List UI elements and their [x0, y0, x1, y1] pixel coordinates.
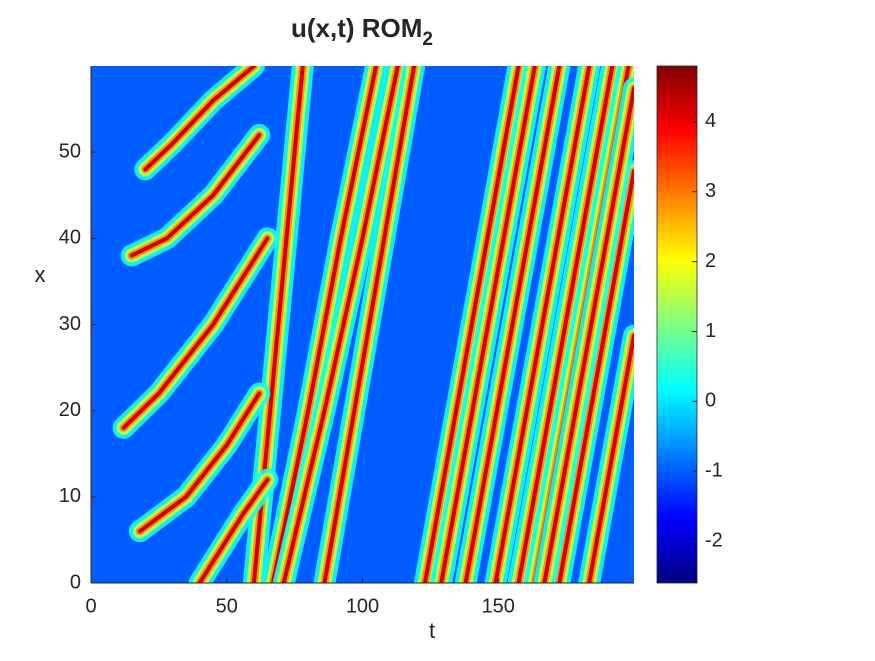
colorbar-tick-label: 3 — [705, 180, 716, 202]
title-main: u(x,t) ROM — [291, 13, 422, 43]
wave-crest — [137, 391, 262, 534]
colorbar-tick-label: -2 — [705, 529, 723, 551]
wave-crest — [270, 66, 379, 583]
title-subscript: 2 — [422, 29, 433, 50]
wave-crest — [143, 66, 256, 172]
wave-crest — [197, 477, 270, 583]
wave-crest — [557, 169, 634, 583]
x-tick-label: 100 — [346, 595, 379, 617]
wave-crest — [422, 66, 521, 583]
x-axis-label: t — [429, 618, 435, 643]
colorbar-tick-label: 4 — [705, 110, 716, 132]
wave-crest — [281, 66, 400, 583]
colorbar-tick-label: 1 — [705, 320, 716, 342]
chart-title: u(x,t) ROM2 — [291, 13, 433, 50]
x-tick-label: 0 — [85, 595, 96, 617]
wave-crest — [542, 86, 634, 583]
x-tick-label: 150 — [482, 595, 515, 617]
wave-crest — [129, 132, 262, 258]
colorbar-tick-label: 0 — [705, 390, 716, 412]
heatmap — [91, 66, 634, 583]
x-tick-label: 50 — [216, 595, 238, 617]
wave-crest — [516, 66, 615, 583]
colorbar-tick-label: -1 — [705, 459, 723, 481]
y-tick-label: 50 — [59, 140, 81, 162]
wave-crest — [322, 66, 417, 583]
wave-crest — [587, 333, 634, 583]
y-tick-label: 20 — [59, 399, 81, 421]
wave-crest — [121, 236, 270, 430]
y-tick-label: 10 — [59, 485, 81, 507]
colorbar-tick-label: 2 — [705, 250, 716, 272]
wave-crest — [493, 66, 592, 583]
y-axis-label: x — [35, 262, 46, 287]
y-tick-label: 0 — [70, 571, 81, 593]
wave-crest — [439, 66, 537, 583]
colorbar — [656, 65, 698, 584]
y-tick-label: 40 — [59, 227, 81, 249]
wave-crest — [463, 66, 562, 583]
y-tick-label: 30 — [59, 313, 81, 335]
